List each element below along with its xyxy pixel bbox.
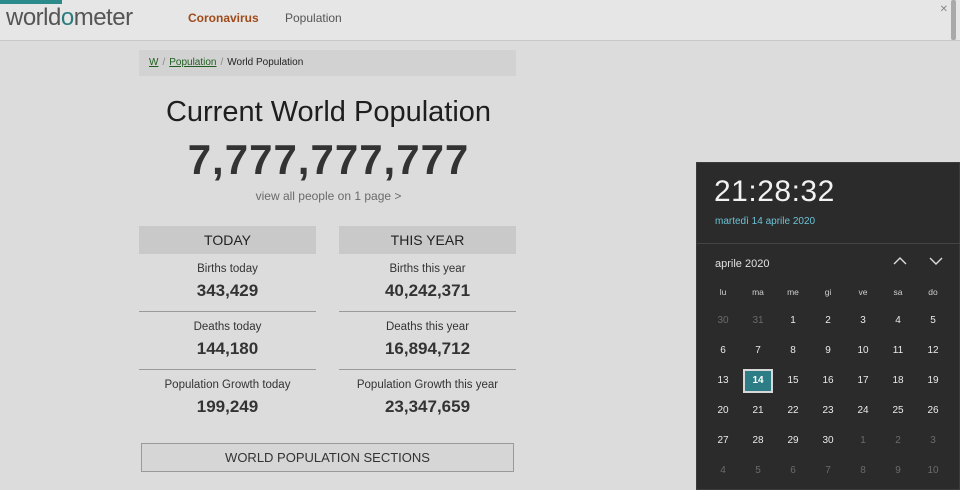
clock-time: 21:28:32 — [714, 175, 835, 208]
breadcrumb-separator: / — [220, 57, 224, 68]
growth-today-value: 199,249 — [196, 397, 259, 416]
accent-strip — [0, 0, 62, 4]
calendar-day[interactable]: 24 — [857, 405, 869, 416]
calendar-day[interactable]: 17 — [857, 375, 869, 386]
weekday-label: sa — [893, 287, 903, 297]
calendar-day[interactable]: 12 — [927, 345, 939, 356]
calendar-day[interactable]: 16 — [822, 375, 834, 386]
calendar-day[interactable]: 9 — [895, 465, 901, 476]
world-population-sections-button[interactable]: WORLD POPULATION SECTIONS — [141, 443, 514, 472]
calendar-day[interactable]: 19 — [927, 375, 939, 386]
weekday-label: gi — [824, 287, 832, 297]
calendar-day[interactable]: 3 — [860, 315, 866, 326]
scrollbar-thumb[interactable] — [951, 0, 956, 40]
weekday-label: ve — [858, 287, 868, 297]
view-all-people-link[interactable]: view all people on 1 page > — [255, 189, 402, 203]
calendar-day[interactable]: 6 — [790, 465, 796, 476]
weekday-label: do — [928, 287, 938, 297]
logo-text-o: o — [60, 4, 74, 31]
calendar-day[interactable]: 14 — [743, 369, 773, 393]
top-navigation-bar: worldometer Coronavirus Population ✕ — [0, 0, 960, 41]
divider — [339, 369, 516, 370]
calendar-day[interactable]: 23 — [822, 405, 834, 416]
births-year-label: Births this year — [389, 263, 466, 275]
breadcrumb-separator: / — [162, 57, 166, 68]
calendar-day[interactable]: 7 — [825, 465, 831, 476]
calendar-day[interactable]: 13 — [717, 375, 729, 386]
nav-coronavirus[interactable]: Coronavirus — [188, 11, 259, 25]
chevron-up-icon[interactable] — [893, 255, 907, 269]
calendar-day[interactable]: 2 — [895, 435, 901, 446]
births-today-value: 343,429 — [196, 281, 259, 300]
births-year-value: 40,242,371 — [384, 281, 471, 300]
divider — [339, 311, 516, 312]
today-heading: TODAY — [139, 226, 316, 254]
weekday-label: lu — [719, 287, 727, 297]
calendar-day[interactable]: 4 — [720, 465, 726, 476]
growth-year-value: 23,347,659 — [384, 397, 471, 416]
chevron-down-icon[interactable] — [929, 255, 943, 269]
calendar-day[interactable]: 27 — [717, 435, 729, 446]
calendar-day[interactable]: 1 — [790, 315, 796, 326]
population-counter: 7,777,777,777 — [187, 136, 470, 183]
divider — [139, 311, 316, 312]
weekday-label: ma — [752, 287, 764, 297]
calendar-day[interactable]: 15 — [787, 375, 799, 386]
deaths-year-value: 16,894,712 — [384, 339, 471, 358]
calendar-month-label[interactable]: aprile 2020 — [715, 258, 770, 270]
calendar-day[interactable]: 26 — [927, 405, 939, 416]
calendar-day[interactable]: 2 — [825, 315, 831, 326]
weekday-label: me — [787, 287, 799, 297]
deaths-today-label: Deaths today — [193, 321, 262, 333]
breadcrumb: W / Population / World Population — [139, 50, 516, 76]
calendar-day[interactable]: 8 — [860, 465, 866, 476]
calendar-day[interactable]: 30 — [717, 315, 729, 326]
logo-text-right: meter — [73, 4, 133, 31]
calendar-day[interactable]: 8 — [790, 345, 796, 356]
close-icon[interactable]: ✕ — [939, 4, 948, 15]
calendar-day[interactable]: 25 — [892, 405, 904, 416]
calendar-day[interactable]: 21 — [752, 405, 764, 416]
calendar-day[interactable]: 5 — [930, 315, 936, 326]
divider — [139, 369, 316, 370]
worldometer-logo[interactable]: worldometer — [6, 4, 133, 32]
calendar-day[interactable]: 29 — [787, 435, 799, 446]
clock-date-link[interactable]: martedì 14 aprile 2020 — [715, 216, 816, 227]
calendar-day[interactable]: 7 — [755, 345, 761, 356]
nav-population[interactable]: Population — [285, 11, 342, 25]
growth-today-label: Population Growth today — [164, 379, 291, 391]
calendar-day[interactable]: 10 — [927, 465, 939, 476]
calendar-day[interactable]: 11 — [892, 345, 904, 356]
calendar-day[interactable]: 22 — [787, 405, 799, 416]
breadcrumb-current: World Population — [227, 57, 304, 68]
growth-year-label: Population Growth this year — [356, 379, 499, 391]
calendar-day[interactable]: 30 — [822, 435, 834, 446]
calendar-day[interactable]: 20 — [717, 405, 729, 416]
births-today-label: Births today — [197, 263, 258, 275]
breadcrumb-population[interactable]: Population — [169, 57, 217, 68]
breadcrumb-home[interactable]: W — [149, 57, 159, 68]
page-title: Current World Population — [165, 96, 492, 128]
calendar-day[interactable]: 3 — [930, 435, 936, 446]
deaths-today-value: 144,180 — [196, 339, 259, 358]
calendar-day[interactable]: 4 — [895, 315, 901, 326]
calendar-day[interactable]: 5 — [755, 465, 761, 476]
calendar-day[interactable]: 1 — [860, 435, 866, 446]
this-year-heading: THIS YEAR — [339, 226, 516, 254]
divider — [697, 243, 960, 244]
deaths-year-label: Deaths this year — [385, 321, 470, 333]
calendar-day[interactable]: 31 — [752, 315, 764, 326]
calendar-flyout: 21:28:32 martedì 14 aprile 2020 aprile 2… — [696, 162, 960, 490]
logo-text-left: world — [6, 4, 61, 31]
calendar-day[interactable]: 9 — [825, 345, 831, 356]
calendar-day[interactable]: 6 — [720, 345, 726, 356]
calendar-day[interactable]: 28 — [752, 435, 764, 446]
calendar-day[interactable]: 10 — [857, 345, 869, 356]
calendar-day[interactable]: 18 — [892, 375, 904, 386]
